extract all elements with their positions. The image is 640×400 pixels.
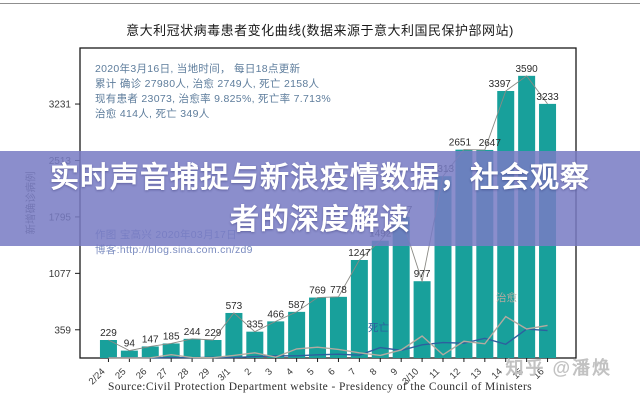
bar-top-connector-line: [108, 75, 548, 352]
bar-value-label: 147: [142, 334, 159, 345]
bar-value-label: 335: [246, 320, 263, 331]
x-tick-label: 9: [389, 366, 401, 378]
line-治愈: [108, 315, 548, 359]
bar-2/24: [99, 340, 117, 358]
top-border-line: [0, 3, 640, 4]
bar-value-label: 229: [205, 328, 222, 339]
bar-29: [204, 340, 222, 358]
headline-line-2: 者的深度解读: [229, 203, 410, 236]
bar-5: [309, 297, 327, 358]
bar-value-label: 778: [330, 285, 347, 296]
x-tick-label: 8: [368, 366, 380, 378]
x-tick-label: 27: [155, 366, 170, 381]
bar-value-label: 244: [184, 327, 201, 338]
x-tick-label: 7: [347, 366, 359, 378]
bar-value-label: 466: [267, 309, 284, 320]
x-tick-label: 11: [427, 366, 442, 381]
blog-url: 博客:http://blog.sina.com.cn/zd9: [95, 244, 253, 256]
bar-value-label: 3590: [516, 64, 539, 75]
chart-title: 意大利冠状病毒患者变化曲线(数据来源于意大利国民保护部网站): [126, 23, 514, 38]
source-attribution: Source:Civil Protection Department websi…: [107, 381, 533, 393]
x-tick-label: 12: [448, 366, 463, 381]
y-tick-label: 3231: [49, 100, 72, 111]
stats-line-2: 累计 确诊 27980人, 治愈 2749人, 死亡 2158人: [95, 78, 320, 90]
x-tick-label: 29: [197, 366, 212, 381]
bar-6: [329, 296, 347, 358]
x-tick-label: 3: [263, 366, 275, 378]
bar-value-label: 3397: [489, 79, 512, 90]
line-死亡: [108, 328, 548, 359]
bar-value-label: 573: [226, 301, 243, 312]
x-tick-label: 28: [176, 366, 191, 381]
bar-value-label: 769: [309, 286, 326, 297]
bar-4: [288, 311, 306, 358]
bar-26: [141, 346, 159, 358]
x-tick-label: 2: [242, 366, 254, 378]
bar-value-label: 229: [100, 328, 117, 339]
bar-value-label: 2647: [479, 138, 502, 149]
line-label-治愈: 治愈: [496, 291, 517, 304]
bar-9: [392, 216, 410, 358]
stats-line-3: 现有患者 23073, 治愈率 9.825%, 死亡率 7.713%: [95, 93, 332, 105]
bar-2: [246, 331, 264, 358]
bar-7: [350, 259, 368, 358]
bar-value-label: 3233: [536, 92, 559, 103]
stats-annotation: 2020年3月16日, 当地时间， 每日18点更新 累计 确诊 27980人, …: [95, 62, 331, 122]
x-tick-label: 13: [469, 366, 484, 381]
headline-line-1: 实时声音捕捉与新浪疫情数据，社会观察: [49, 161, 590, 194]
x-tick-label: 26: [134, 366, 149, 381]
x-tick-label: 5: [305, 366, 317, 378]
bar-28: [183, 338, 201, 358]
bar-27: [162, 343, 180, 358]
x-tick-label: 25: [113, 366, 128, 381]
bar-value-label: 1247: [348, 248, 371, 259]
bar-3: [267, 321, 285, 358]
bar-value-label: 94: [124, 339, 136, 350]
line-label-死亡: 死亡: [368, 321, 389, 334]
zhihu-watermark: 知乎 @潘焕: [505, 358, 612, 378]
bar-value-label: 2651: [449, 138, 472, 149]
stats-line-1: 2020年3月16日, 当地时间， 每日18点更新: [95, 63, 301, 75]
y-tick-label: 359: [54, 325, 71, 336]
x-tick-label: 4: [284, 366, 296, 378]
bar-value-label: 977: [414, 269, 431, 280]
bar-8: [371, 240, 389, 358]
bar-value-label: 587: [288, 300, 305, 311]
stats-line-4: 治愈 414人, 死亡 349人: [95, 108, 210, 120]
x-tick-label: 6: [326, 366, 338, 378]
x-tick-label: 14: [490, 366, 505, 381]
headline-overlay-banner: 实时声音捕捉与新浪疫情数据，社会观察 者的深度解读: [0, 151, 640, 246]
bar-25: [120, 350, 138, 358]
bar-value-label: 185: [163, 331, 180, 342]
y-tick-label: 1077: [49, 269, 72, 280]
bar-3/1: [225, 312, 243, 358]
